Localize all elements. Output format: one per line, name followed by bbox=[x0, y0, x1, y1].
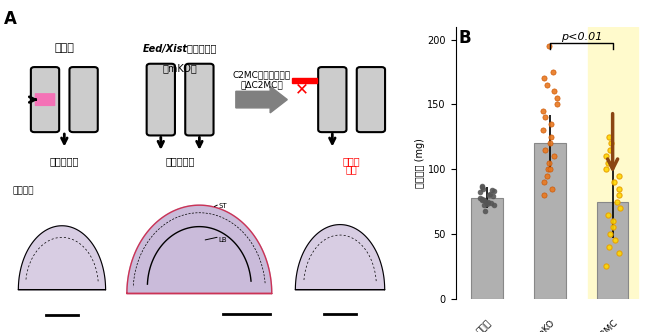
Point bbox=[477, 186, 488, 191]
Point bbox=[604, 231, 615, 237]
Polygon shape bbox=[127, 205, 272, 293]
Point bbox=[614, 193, 624, 198]
Text: Eed/Xist mKO-ΔC2MC: Eed/Xist mKO-ΔC2MC bbox=[545, 318, 619, 332]
Point bbox=[488, 203, 499, 208]
Text: （mKO）: （mKO） bbox=[163, 63, 198, 73]
Point bbox=[600, 153, 611, 159]
Text: 片親性: 片親性 bbox=[343, 156, 360, 166]
Text: p<0.01: p<0.01 bbox=[561, 32, 602, 42]
Bar bbox=[291, 78, 318, 83]
Point bbox=[547, 69, 558, 75]
Point bbox=[545, 140, 555, 146]
Text: （ΔC2MC）: （ΔC2MC） bbox=[240, 81, 283, 90]
Point bbox=[551, 95, 562, 101]
Point bbox=[485, 191, 496, 197]
Point bbox=[600, 264, 611, 269]
Point bbox=[539, 115, 550, 120]
Text: 両親性発現: 両親性発現 bbox=[165, 156, 195, 166]
FancyBboxPatch shape bbox=[70, 67, 98, 132]
Text: ST: ST bbox=[218, 203, 227, 208]
Y-axis label: 胎盤重量 (mg): 胎盤重量 (mg) bbox=[415, 138, 425, 188]
Point bbox=[539, 180, 550, 185]
Point bbox=[478, 203, 489, 208]
Point bbox=[487, 194, 498, 199]
Point bbox=[476, 196, 487, 202]
Point bbox=[604, 134, 614, 139]
Point bbox=[543, 43, 554, 49]
Bar bbox=[534, 143, 565, 299]
Point bbox=[476, 198, 487, 203]
Text: 正常胚: 正常胚 bbox=[54, 43, 74, 53]
Point bbox=[543, 167, 553, 172]
Point bbox=[478, 198, 489, 203]
Point bbox=[606, 140, 616, 146]
Polygon shape bbox=[18, 226, 106, 290]
Point bbox=[614, 173, 624, 178]
Text: ✕: ✕ bbox=[295, 81, 310, 99]
Text: 正常胚: 正常胚 bbox=[476, 318, 493, 332]
Text: B: B bbox=[459, 29, 472, 47]
Point bbox=[608, 218, 618, 224]
FancyBboxPatch shape bbox=[185, 64, 214, 135]
Text: 発現: 発現 bbox=[346, 164, 358, 174]
Point bbox=[602, 212, 613, 217]
Point bbox=[538, 108, 549, 114]
FancyArrow shape bbox=[236, 86, 287, 113]
Point bbox=[475, 195, 486, 200]
Point bbox=[477, 183, 488, 189]
Text: Eed/Xist mKO: Eed/Xist mKO bbox=[507, 318, 556, 332]
Point bbox=[474, 190, 485, 195]
Point bbox=[612, 199, 622, 204]
Text: LB: LB bbox=[218, 237, 227, 243]
Point bbox=[613, 186, 624, 191]
Point bbox=[604, 244, 614, 250]
Text: 胎盤切片: 胎盤切片 bbox=[13, 186, 34, 195]
FancyBboxPatch shape bbox=[35, 93, 56, 106]
FancyBboxPatch shape bbox=[31, 67, 59, 132]
Point bbox=[537, 127, 548, 133]
Point bbox=[486, 187, 497, 193]
Point bbox=[482, 202, 492, 207]
Point bbox=[541, 173, 552, 178]
Point bbox=[546, 186, 557, 191]
Point bbox=[608, 225, 618, 230]
Point bbox=[539, 76, 549, 81]
Point bbox=[544, 160, 555, 165]
Point bbox=[549, 153, 559, 159]
Point bbox=[485, 200, 496, 206]
FancyBboxPatch shape bbox=[356, 67, 385, 132]
Point bbox=[540, 147, 551, 152]
Point bbox=[480, 199, 491, 204]
Point bbox=[480, 208, 490, 213]
Point bbox=[604, 147, 615, 152]
Point bbox=[483, 193, 494, 198]
Point bbox=[603, 160, 614, 165]
Point bbox=[545, 167, 555, 172]
Bar bbox=[588, 27, 638, 299]
Point bbox=[539, 193, 549, 198]
FancyBboxPatch shape bbox=[318, 67, 346, 132]
Point bbox=[609, 180, 620, 185]
Point bbox=[541, 82, 552, 88]
Point bbox=[610, 238, 620, 243]
Point bbox=[477, 185, 488, 190]
Text: C2MCのヘテロ欠損: C2MCのヘテロ欠損 bbox=[232, 71, 291, 80]
Text: 片親性発現: 片親性発現 bbox=[50, 156, 79, 166]
Bar bbox=[471, 198, 502, 299]
Point bbox=[546, 121, 557, 126]
Point bbox=[601, 167, 612, 172]
Text: A: A bbox=[4, 10, 17, 28]
Point bbox=[614, 206, 625, 211]
Point bbox=[549, 89, 560, 94]
Point bbox=[614, 251, 624, 256]
Point bbox=[488, 189, 499, 194]
Point bbox=[551, 102, 562, 107]
Point bbox=[546, 134, 557, 139]
Bar bbox=[597, 202, 628, 299]
Polygon shape bbox=[295, 225, 385, 290]
Text: Eed/Xist母性欠損胚: Eed/Xist母性欠損胚 bbox=[143, 43, 217, 53]
Point bbox=[483, 199, 494, 204]
FancyBboxPatch shape bbox=[147, 64, 175, 135]
